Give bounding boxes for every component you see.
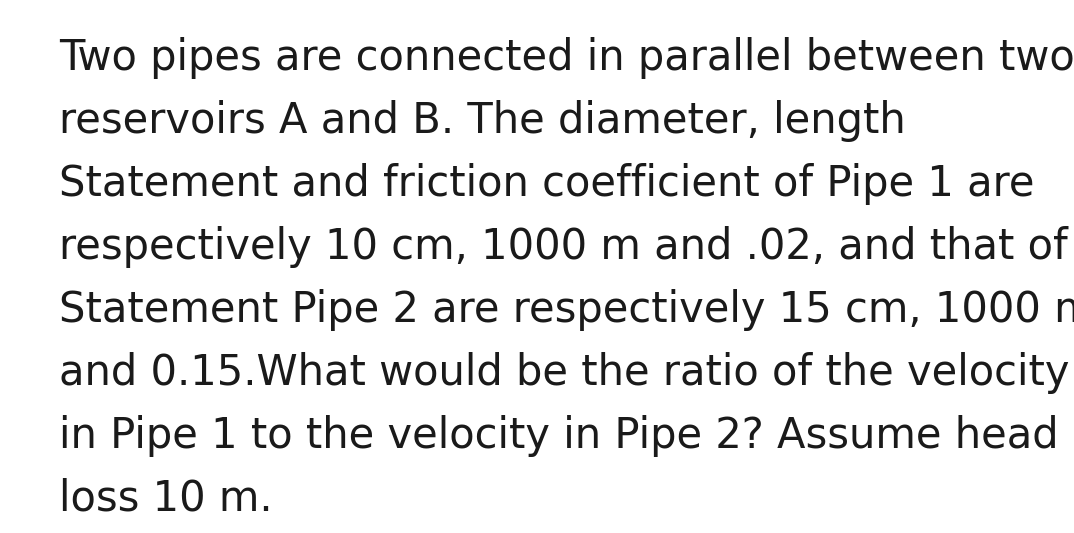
Text: respectively 10 cm, 1000 m and .02, and that of: respectively 10 cm, 1000 m and .02, and … — [59, 226, 1068, 268]
Text: Statement and friction coefficient of Pipe 1 are: Statement and friction coefficient of Pi… — [59, 163, 1034, 205]
Text: loss 10 m.: loss 10 m. — [59, 478, 273, 520]
Text: reservoirs A and B. The diameter, length: reservoirs A and B. The diameter, length — [59, 100, 905, 142]
Text: in Pipe 1 to the velocity in Pipe 2? Assume head: in Pipe 1 to the velocity in Pipe 2? Ass… — [59, 415, 1059, 457]
Text: Statement Pipe 2 are respectively 15 cm, 1000 m: Statement Pipe 2 are respectively 15 cm,… — [59, 289, 1074, 331]
Text: Two pipes are connected in parallel between two: Two pipes are connected in parallel betw… — [59, 37, 1074, 79]
Text: and 0.15.What would be the ratio of the velocity: and 0.15.What would be the ratio of the … — [59, 352, 1070, 394]
